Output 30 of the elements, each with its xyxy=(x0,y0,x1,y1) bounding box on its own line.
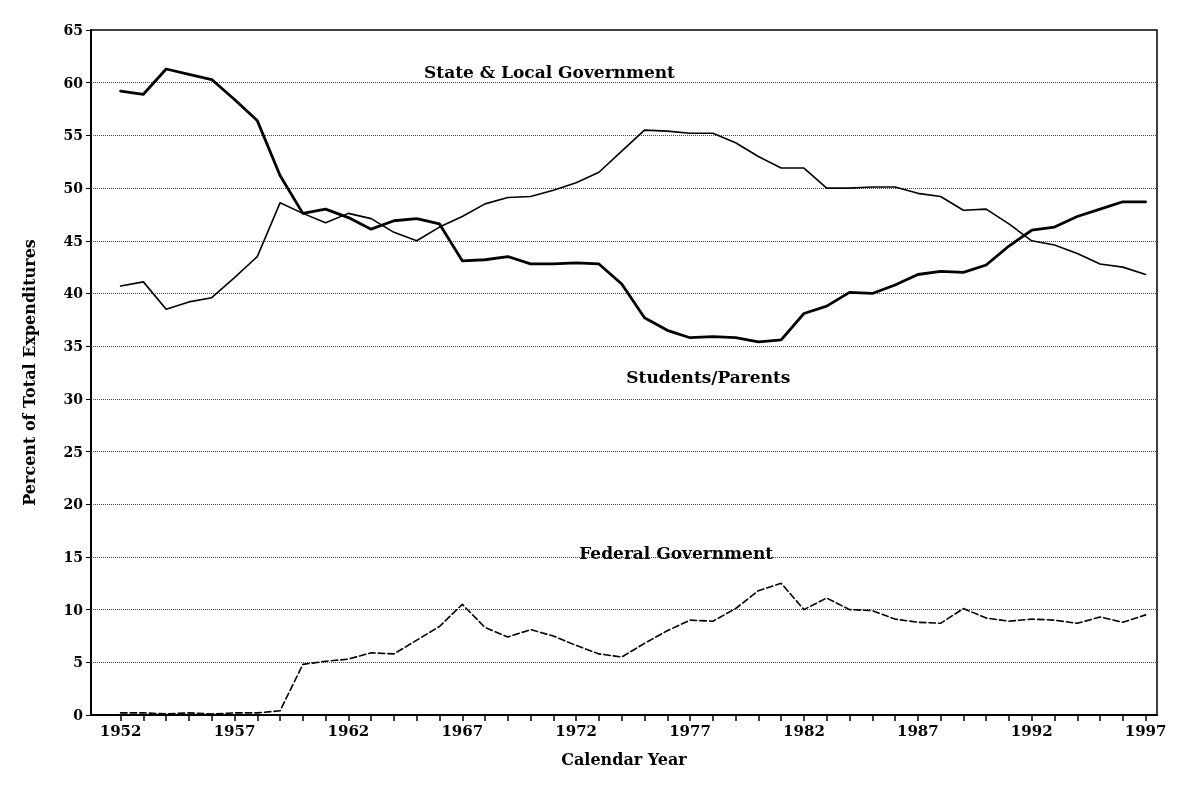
y-tick-label: 50 xyxy=(63,180,84,197)
y-tick-label: 40 xyxy=(63,285,84,302)
x-tick-label: 1972 xyxy=(555,721,598,740)
y-tick-label: 10 xyxy=(63,601,84,618)
x-axis-title: Calendar Year xyxy=(561,749,688,769)
series-label: Federal Government xyxy=(579,543,774,564)
y-tick-label: 65 xyxy=(63,22,83,38)
series-label: Students/Parents xyxy=(626,366,791,387)
y-tick-label: 20 xyxy=(63,496,84,513)
x-tick-label: 1952 xyxy=(99,721,142,740)
x-tick-label: 1962 xyxy=(327,721,370,740)
y-tick-label: 5 xyxy=(73,654,83,671)
x-tick-label: 1997 xyxy=(1124,721,1167,740)
line-series xyxy=(119,67,1148,344)
x-tick-label: 1967 xyxy=(441,721,484,740)
x-tick-label: 1987 xyxy=(896,721,939,740)
y-tick-label: 35 xyxy=(63,338,83,355)
y-tick-label: 55 xyxy=(63,127,83,144)
y-tick-label: 0 xyxy=(73,707,84,723)
x-tick-label: 1992 xyxy=(1010,721,1053,740)
text: State & Local Government xyxy=(424,62,676,83)
x-tick-label: 1977 xyxy=(669,721,711,740)
y-tick-label: 60 xyxy=(63,74,84,91)
y-tick-label: 15 xyxy=(63,548,83,565)
y-tick-label: 25 xyxy=(63,443,83,460)
x-tick-label: 1982 xyxy=(783,721,825,740)
x-tick-label: 1957 xyxy=(213,721,256,740)
y-axis-title: Percent of Total Expenditures xyxy=(19,239,39,506)
y-tick-label: 45 xyxy=(63,232,83,249)
y-tick-label: 30 xyxy=(63,390,84,407)
